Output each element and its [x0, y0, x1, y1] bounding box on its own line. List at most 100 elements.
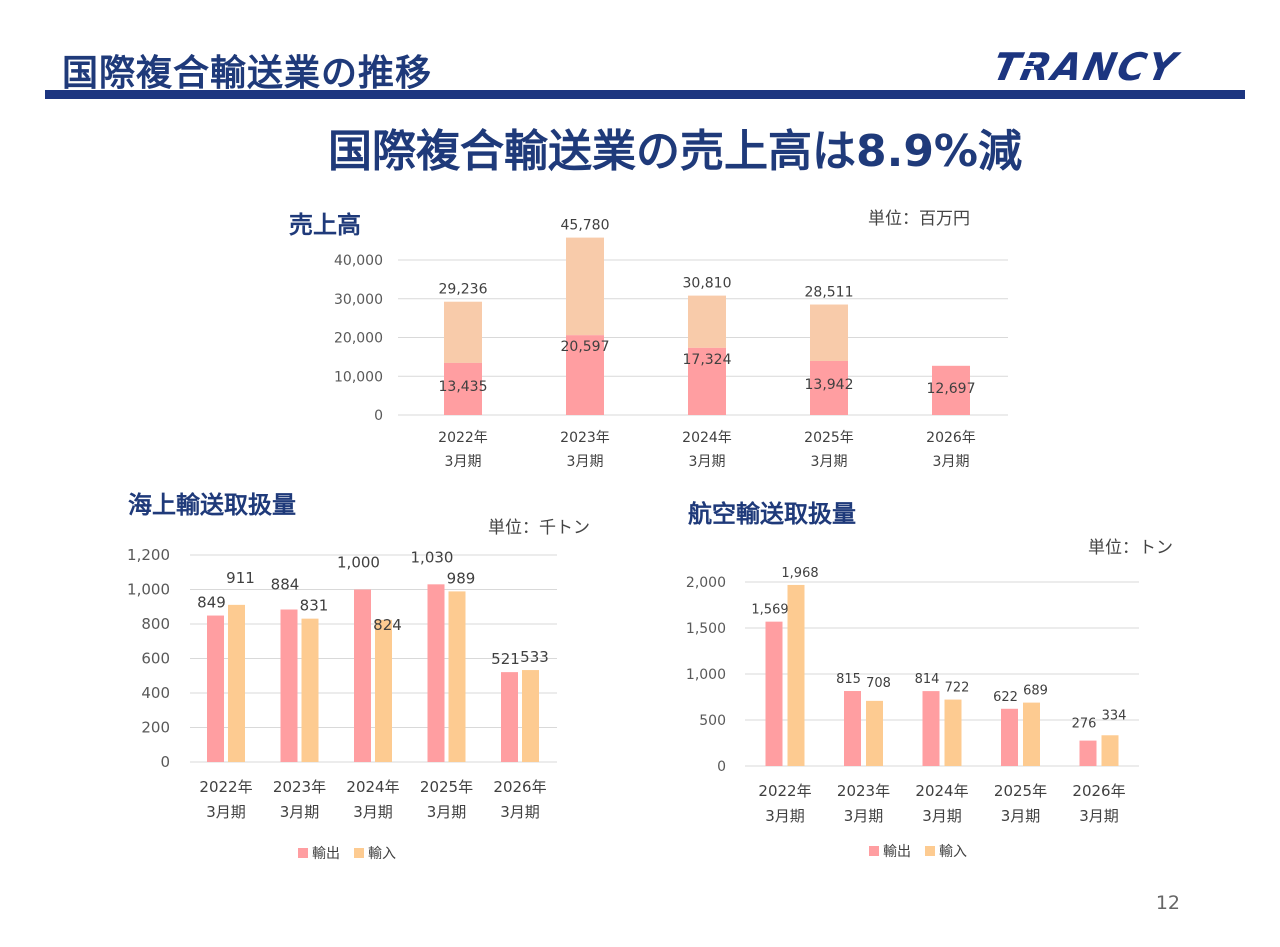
- logo-stripe: [1010, 66, 1034, 69]
- x-tick-label: 3月期: [353, 803, 393, 821]
- x-tick-label: 3月期: [922, 807, 962, 825]
- bar-segment: [444, 362, 482, 415]
- bar-import: [375, 619, 392, 762]
- data-label-import: 689: [1023, 684, 1048, 699]
- data-label-import: 708: [866, 676, 891, 691]
- bar-import: [522, 670, 539, 762]
- data-label-export: 521: [491, 650, 520, 668]
- y-tick-label: 400: [141, 684, 170, 702]
- data-label-import: 824: [373, 616, 402, 634]
- data-label-export: 1,000: [337, 554, 380, 572]
- data-label-import: 533: [520, 648, 549, 666]
- slide-headline: 国際複合輸送業の売上高は8.9%減: [327, 126, 1023, 177]
- y-tick-label: 40,000: [334, 253, 383, 269]
- x-tick-label: 2026年: [926, 430, 976, 446]
- bar-total-segment: [444, 301, 482, 363]
- legend-label-export: 輸出: [883, 844, 911, 860]
- bar-import: [866, 700, 883, 766]
- page-number: 12: [1155, 892, 1180, 914]
- data-label-import: 1,968: [781, 566, 818, 581]
- sales-chart-title: 売上高: [289, 211, 361, 239]
- bar-total-segment: [810, 304, 848, 361]
- x-tick-label: 2023年: [837, 782, 890, 800]
- bar-total-segment: [688, 295, 726, 348]
- bar-export: [1001, 708, 1018, 766]
- x-tick-label: 3月期: [765, 807, 805, 825]
- x-tick-label: 2026年: [1072, 782, 1125, 800]
- bar-export: [207, 615, 224, 762]
- data-label-total: 29,236: [439, 282, 488, 298]
- x-tick-label: 2025年: [804, 430, 854, 446]
- bar-export: [844, 691, 861, 766]
- data-label-export: 1,030: [411, 548, 454, 566]
- data-label-total: 30,810: [683, 276, 732, 292]
- bar-export: [1079, 740, 1097, 766]
- legend-swatch-export: [869, 846, 879, 856]
- bar-import: [301, 618, 319, 762]
- x-tick-label: 3月期: [844, 807, 884, 825]
- legend-swatch-import: [925, 846, 935, 856]
- x-tick-label: 2022年: [758, 782, 811, 800]
- data-label-import: 334: [1102, 708, 1127, 723]
- x-tick-label: 2023年: [560, 430, 610, 446]
- logo-stripe: [1014, 58, 1040, 61]
- data-label-total: 45,780: [561, 218, 610, 234]
- legend-label-import: 輸入: [368, 846, 396, 862]
- x-tick-label: 2025年: [994, 782, 1047, 800]
- bar-import: [1023, 702, 1040, 766]
- x-tick-label: 3月期: [206, 803, 246, 821]
- y-tick-label: 1,000: [686, 667, 726, 683]
- x-tick-label: 2022年: [438, 430, 488, 446]
- bar-export: [427, 584, 445, 762]
- bar-import: [1101, 735, 1119, 766]
- data-label-import: 911: [226, 569, 255, 587]
- y-tick-label: 30,000: [334, 292, 383, 308]
- y-tick-label: 1,200: [127, 546, 170, 564]
- bar-export: [280, 609, 298, 762]
- legend-label-import: 輸入: [939, 844, 967, 860]
- x-tick-label: 3月期: [427, 803, 467, 821]
- data-label-export: 849: [197, 594, 226, 612]
- data-label-segment: 12,697: [927, 381, 976, 397]
- x-tick-label: 2024年: [346, 778, 399, 796]
- x-tick-label: 2025年: [420, 778, 473, 796]
- bar-segment: [688, 347, 726, 415]
- y-tick-label: 200: [141, 719, 170, 737]
- y-tick-label: 800: [141, 615, 170, 633]
- bar-import: [944, 699, 962, 766]
- sales-unit-label: 単位：百万円: [868, 209, 970, 229]
- x-tick-label: 2024年: [915, 782, 968, 800]
- bar-export: [501, 672, 518, 762]
- y-tick-label: 0: [160, 753, 170, 771]
- data-label-export: 1,569: [751, 603, 788, 618]
- y-tick-label: 0: [717, 759, 726, 775]
- y-tick-label: 500: [699, 713, 726, 729]
- bar-segment: [810, 360, 848, 415]
- bar-import: [787, 584, 805, 766]
- data-label-export: 276: [1072, 717, 1097, 732]
- x-tick-label: 2024年: [682, 430, 732, 446]
- data-label-export: 884: [271, 576, 300, 594]
- x-tick-label: 3月期: [567, 454, 604, 470]
- y-tick-label: 1,000: [127, 581, 170, 599]
- x-tick-label: 2023年: [273, 778, 326, 796]
- bar-segment: [932, 365, 970, 415]
- legend-swatch-import: [354, 848, 364, 858]
- x-tick-label: 3月期: [280, 803, 320, 821]
- bar-export: [354, 589, 371, 762]
- bar-import: [448, 591, 466, 762]
- x-tick-label: 3月期: [445, 454, 482, 470]
- y-tick-label: 0: [374, 408, 383, 424]
- page-title: 国際複合輸送業の推移: [62, 53, 433, 94]
- company-logo: TRANCY: [978, 45, 1193, 89]
- bar-segment: [566, 335, 604, 415]
- data-label-import: 831: [300, 597, 329, 615]
- data-label-segment: 13,435: [439, 379, 488, 395]
- header-divider: [45, 90, 1245, 99]
- legend-label-export: 輸出: [312, 846, 340, 862]
- data-label-segment: 13,942: [805, 377, 854, 393]
- x-tick-label: 3月期: [689, 454, 726, 470]
